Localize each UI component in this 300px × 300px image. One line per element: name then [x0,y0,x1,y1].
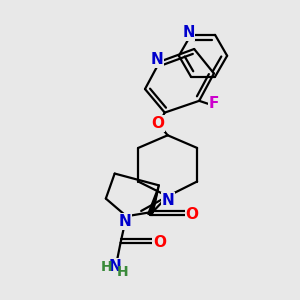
Text: H: H [101,260,112,274]
Text: O: O [185,207,198,222]
Text: F: F [209,96,219,111]
Polygon shape [148,185,159,215]
Text: N: N [118,214,131,229]
Text: N: N [150,52,163,67]
Text: O: O [152,116,164,131]
Text: N: N [108,259,121,274]
Text: H: H [117,265,128,279]
Text: N: N [182,25,195,40]
Text: N: N [161,193,174,208]
Text: O: O [153,235,166,250]
